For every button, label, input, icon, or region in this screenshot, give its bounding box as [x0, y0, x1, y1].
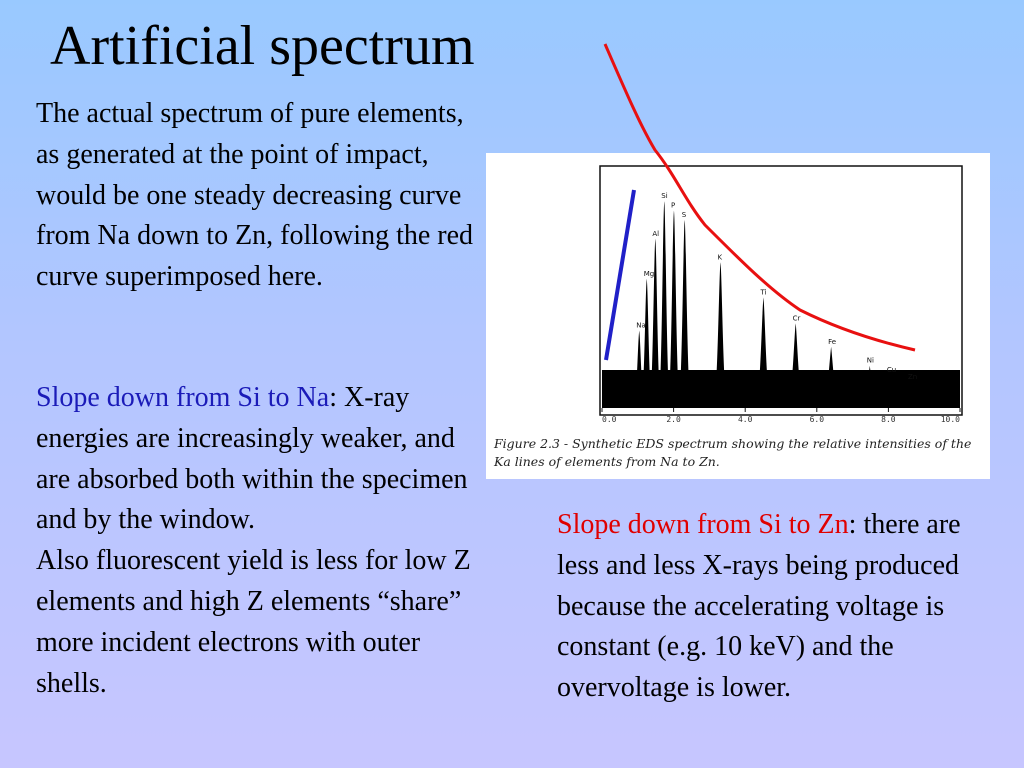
peak-label-p: P: [671, 202, 675, 210]
eds-spectrum-figure: Na Mg Al Si P S K Ti Cr Fe Ni Cu Zn 0.0 2.0 4.0 6.0 8.0 1…: [486, 153, 990, 479]
peak-labels-group: Na Mg Al Si PS K Ti Cr Fe Ni Cu Zn: [636, 192, 917, 381]
x-tick-label: 10.0: [941, 415, 960, 424]
x-ticks-group: 0.0 2.0 4.0 6.0 8.0 10.0: [601, 408, 961, 424]
peak-label-cr: Cr: [793, 314, 801, 322]
intro-paragraph: The actual spectrum of pure elements, as…: [36, 98, 474, 293]
si-to-zn-text: : there are less and less X-rays being p…: [557, 509, 961, 704]
peak-ni: [860, 365, 880, 408]
peak-label-k: K: [717, 253, 722, 261]
x-tick-label: 6.0: [810, 415, 825, 424]
peak-zn: [900, 382, 922, 408]
si-to-zn-heading: Slope down from Si to Zn: [557, 509, 849, 540]
si-to-na-paragraph: Slope down from Si to Na: X-ray energies…: [36, 378, 476, 704]
peak-na: [633, 330, 645, 408]
peak-ti: [755, 297, 772, 408]
eds-spectrum-plot: Na Mg Al Si PS K Ti Cr Fe Ni Cu Zn 0.0 2.0 4.0 6.0 8.0 1…: [599, 165, 963, 424]
x-tick-label: 2.0: [666, 415, 681, 424]
peak-label-mg: Mg: [644, 270, 654, 278]
peak-label-cu: Cu: [887, 366, 896, 374]
x-tick-label: 4.0: [738, 415, 753, 424]
si-to-na-text: : X-ray energies are increasingly weaker…: [36, 382, 468, 536]
peak-label-zn: Zn: [908, 373, 917, 381]
peak-cu: [880, 375, 900, 408]
peak-label-si: Si: [661, 192, 667, 200]
peak-fe: [822, 346, 840, 408]
peak-label-al: Al: [652, 230, 659, 238]
x-tick-label: 8.0: [881, 415, 896, 424]
si-to-zn-paragraph: Slope down from Si to Zn: there are less…: [557, 505, 997, 709]
si-to-na-heading: Slope down from Si to Na: [36, 382, 330, 413]
peak-label-s: S: [682, 211, 687, 219]
x-tick-label: 0.0: [602, 415, 617, 424]
peak-label-fe: Fe: [828, 338, 836, 346]
fluorescent-yield-text: Also fluorescent yield is less for low Z…: [36, 545, 471, 699]
peak-label-ni: Ni: [867, 357, 874, 365]
peak-cr: [787, 323, 804, 408]
figure-caption: Figure 2.3 - Synthetic EDS spectrum show…: [494, 436, 972, 469]
peak-label-ti: Ti: [759, 289, 766, 297]
slide-title: Artificial spectrum: [50, 15, 475, 77]
peak-label-na: Na: [636, 321, 646, 329]
